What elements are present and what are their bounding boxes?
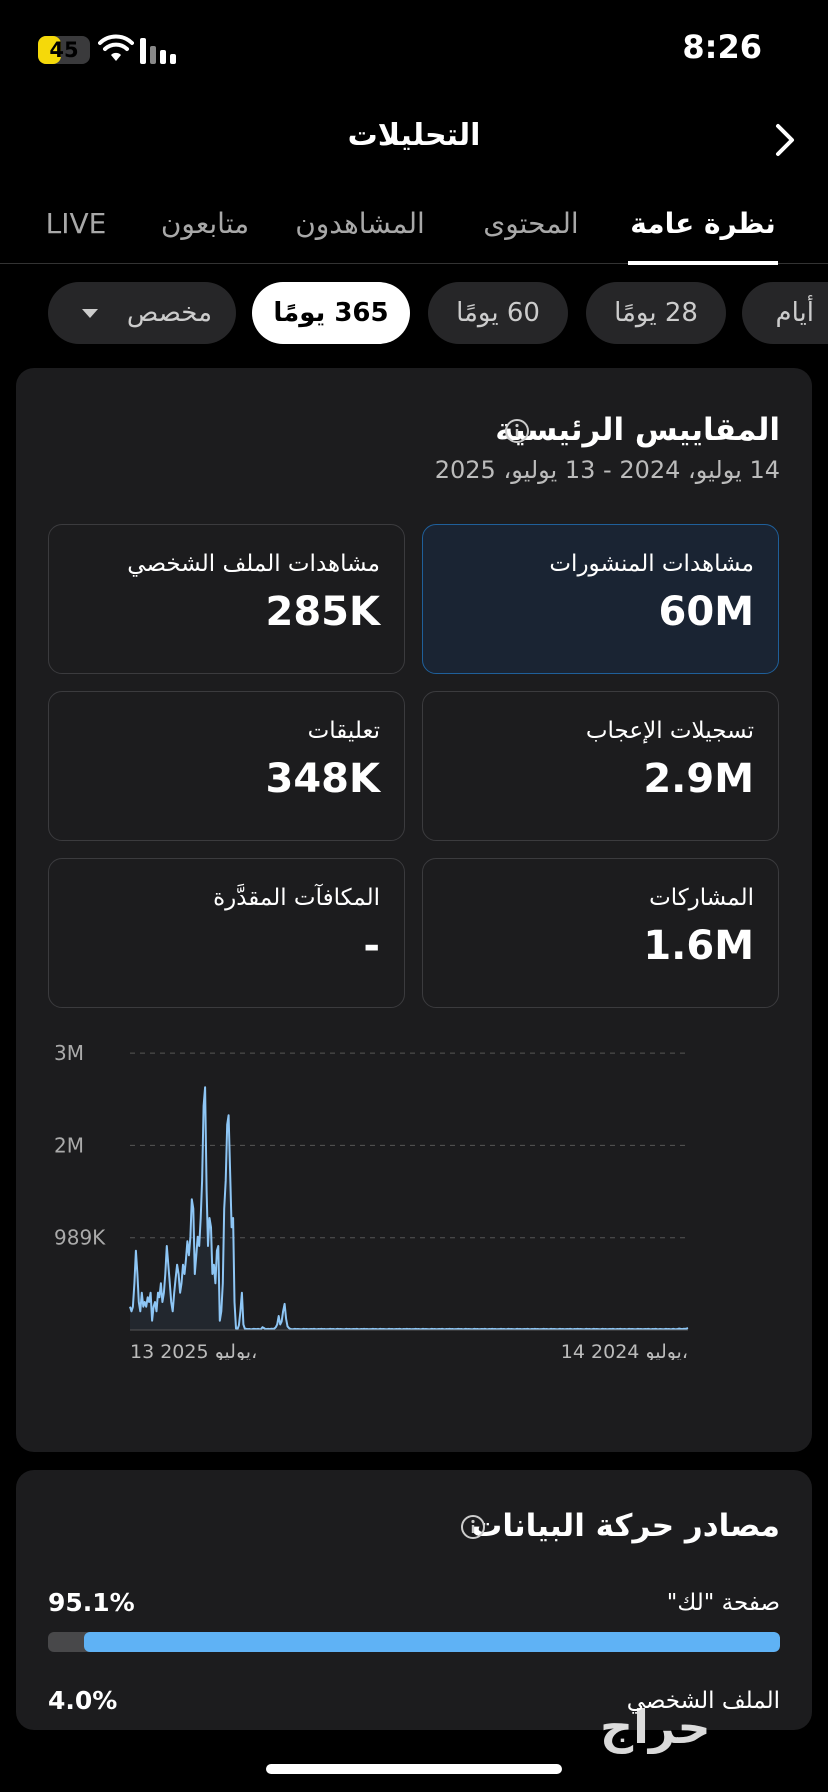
tab-label: المشاهدون (295, 207, 425, 240)
metric-value: 60M (658, 589, 754, 635)
chip-days[interactable]: أيام (742, 282, 828, 344)
metric-label: مشاهدات الملف الشخصي (127, 551, 380, 577)
metric-label: المكافآت المقدَّرة (213, 885, 380, 911)
chip-28-days[interactable]: 28 يومًا (586, 282, 726, 344)
tab-viewers[interactable]: المشاهدون (280, 196, 440, 264)
tab-bar: نظرة عامة المحتوى المشاهدون متابعون LIVE (0, 196, 828, 265)
chart-x-start-label: 14 2024 يوليو، (561, 1341, 688, 1360)
chip-label: مخصص (126, 298, 212, 328)
key-metrics-title: المقاييس الرئيسية (495, 412, 780, 448)
chart-series-line (129, 1086, 689, 1331)
source-name: الملف الشخصي (626, 1688, 780, 1714)
metric-likes[interactable]: تسجيلات الإعجاب 2.9M (422, 691, 779, 841)
tab-followers[interactable]: متابعون (130, 196, 280, 264)
source-percent: 95.1% (48, 1588, 135, 1617)
chip-label: 365 يومًا (273, 298, 389, 328)
haraj-watermark-logo: حراج (600, 1700, 711, 1754)
chip-label: 60 يومًا (456, 298, 540, 328)
source-progress-fill (83, 1632, 780, 1652)
tab-live[interactable]: LIVE (26, 196, 126, 264)
post-views-line-chart[interactable]: 3M 2M 989K 13 2025 يوليو، 14 2024 يوليو، (16, 1030, 812, 1360)
chart-x-end-label: 13 2025 يوليو، (130, 1341, 257, 1360)
tab-content[interactable]: المحتوى (456, 196, 606, 264)
tab-label: متابعون (160, 207, 250, 240)
tab-label: نظرة عامة (630, 207, 776, 240)
info-icon[interactable] (504, 418, 530, 444)
metric-value: 348K (265, 756, 381, 802)
chart-y-ticks: 3M 2M 989K (54, 1041, 106, 1250)
chip-365-days[interactable]: 365 يومًا (252, 282, 410, 344)
chart-area-fill (130, 1087, 688, 1330)
metric-shares[interactable]: المشاركات 1.6M (422, 858, 779, 1008)
active-tab-indicator (628, 261, 778, 265)
metric-value: - (363, 923, 380, 969)
metric-label: تعليقات (307, 718, 380, 744)
source-name: صفحة "لك" (666, 1590, 780, 1616)
traffic-sources-card: مصادر حركة البيانات صفحة "لك" 95.1% المل… (16, 1470, 812, 1730)
metric-profile-views[interactable]: مشاهدات الملف الشخصي 285K (48, 524, 405, 674)
metric-post-views[interactable]: مشاهدات المنشورات 60M (422, 524, 779, 674)
period-filter-chips: أيام 28 يومًا 60 يومًا 365 يومًا مخصص (0, 282, 828, 344)
chip-label: أيام (775, 298, 814, 328)
tab-overview[interactable]: نظرة عامة (628, 196, 778, 265)
status-bar: 45 8:26 (0, 0, 828, 100)
battery-icon: 45 (38, 36, 90, 64)
source-progress-track (48, 1632, 780, 1652)
home-indicator[interactable] (266, 1764, 562, 1774)
battery-level-fill (38, 36, 62, 64)
status-time: 8:26 (682, 28, 762, 66)
metric-comments[interactable]: تعليقات 348K (48, 691, 405, 841)
info-icon[interactable] (460, 1514, 486, 1540)
chip-custom-dropdown[interactable]: مخصص (48, 282, 236, 344)
date-range: 14 يوليو، 2024 - 13 يوليو، 2025 (434, 456, 780, 484)
metric-value: 285K (265, 589, 381, 635)
tab-label: LIVE (45, 207, 107, 240)
caret-down-icon (82, 309, 98, 318)
chart-y-tick-label: 3M (54, 1041, 84, 1065)
wifi-icon (98, 34, 134, 61)
tab-label: المحتوى (483, 207, 579, 240)
source-percent: 4.0% (48, 1686, 118, 1715)
page-title: التحليلات (347, 118, 481, 153)
chart-y-tick-label: 2M (54, 1133, 84, 1157)
key-metrics-card: المقاييس الرئيسية 14 يوليو، 2024 - 13 يو… (16, 368, 812, 1452)
chip-60-days[interactable]: 60 يومًا (428, 282, 568, 344)
cellular-signal-icon (140, 38, 176, 64)
back-chevron-icon[interactable] (770, 120, 800, 160)
chart-y-tick-label: 989K (54, 1226, 106, 1250)
metric-label: مشاهدات المنشورات (549, 551, 754, 577)
chart-grid (130, 1052, 688, 1239)
metric-label: تسجيلات الإعجاب (585, 718, 754, 744)
traffic-sources-title: مصادر حركة البيانات (471, 1508, 780, 1544)
metric-value: 2.9M (643, 756, 754, 802)
metric-value: 1.6M (643, 923, 754, 969)
metric-label: المشاركات (649, 885, 754, 911)
metric-estimated-rewards[interactable]: المكافآت المقدَّرة - (48, 858, 405, 1008)
chip-label: 28 يومًا (614, 298, 698, 328)
battery-percentage: 45 (49, 38, 79, 62)
